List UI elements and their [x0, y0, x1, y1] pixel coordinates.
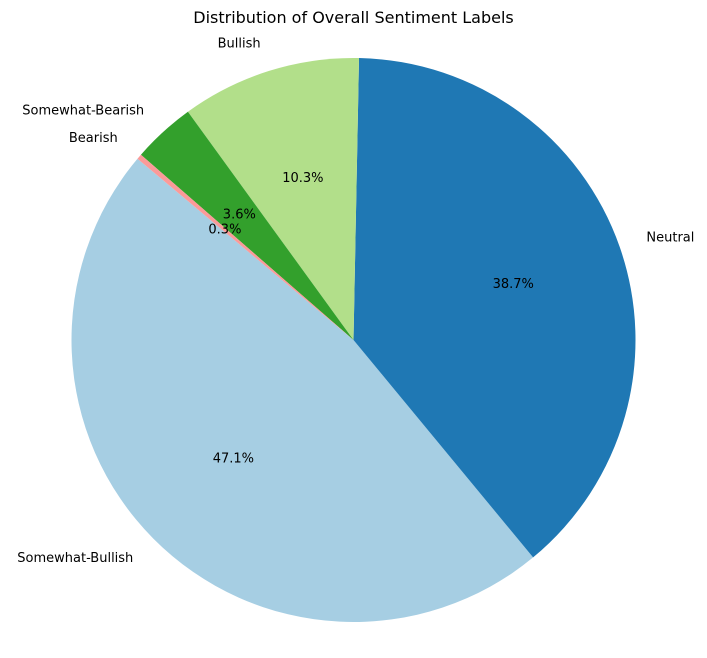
chart-title: Distribution of Overall Sentiment Labels — [193, 8, 514, 27]
slice-label-neutral: Neutral — [646, 230, 694, 245]
slice-label-bearish: Bearish — [69, 131, 118, 146]
pie-slice-bullish — [187, 57, 360, 340]
slice-percent-bearish: 0.3% — [208, 223, 241, 238]
slice-percent-bullish: 10.3% — [282, 171, 323, 186]
slice-label-somewhat-bearish: Somewhat-Bearish — [22, 104, 144, 119]
slice-percent-neutral: 38.7% — [493, 277, 534, 292]
pie-slice-neutral — [353, 58, 636, 558]
pie-labels: Somewhat-Bullish 47.1% Neutral 38.7% Bullish… — [17, 37, 694, 566]
slice-percent-somewhat-bullish: 47.1% — [213, 452, 254, 467]
slice-label-bullish: Bullish — [218, 37, 261, 52]
pie-slice-somewhat-bearish — [140, 111, 354, 340]
slice-percent-somewhat-bearish: 3.6% — [223, 208, 256, 223]
pie-slice-somewhat-bullish — [71, 158, 534, 622]
slice-label-somewhat-bullish: Somewhat-Bullish — [17, 551, 133, 566]
pie-slice-bearish — [137, 154, 354, 340]
pie-slices — [71, 57, 636, 622]
